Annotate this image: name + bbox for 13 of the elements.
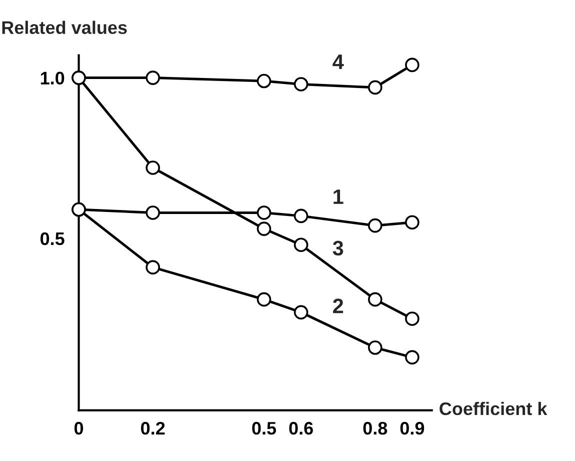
series-label: 3 (332, 240, 344, 256)
series-label: 2 (333, 298, 344, 314)
x-tick-label: 0.8 (363, 422, 388, 435)
series-label: 1 (334, 190, 344, 204)
x-tick-label: 0 (74, 422, 84, 435)
series-label: 4 (332, 54, 344, 70)
x-tick-label: 0.5 (252, 422, 276, 435)
x-tick-label: 0.6 (289, 422, 313, 435)
x-axis-title: Coefficient k (440, 402, 548, 416)
y-axis-title: Related values (2, 20, 127, 34)
x-tick-label: 0.9 (400, 422, 424, 435)
y-tick-label: 1.0 (40, 72, 64, 85)
x-tick-label: 0.2 (141, 422, 165, 435)
